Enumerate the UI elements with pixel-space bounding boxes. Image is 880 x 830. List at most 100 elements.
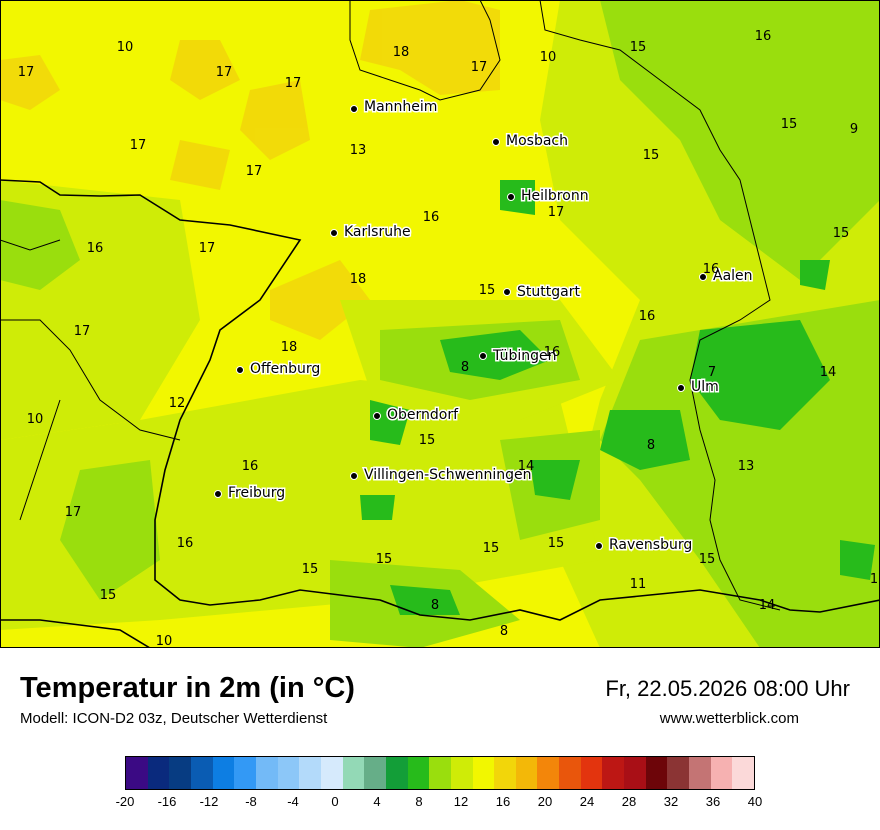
- city-label: Mannheim: [364, 99, 437, 115]
- city-label: Tübingen: [492, 348, 557, 364]
- temp-value: 17: [65, 505, 82, 520]
- temp-value: 16: [177, 536, 194, 551]
- city-label: Ulm: [691, 379, 719, 395]
- legend-swatch: [364, 757, 386, 789]
- legend-swatch: [190, 757, 213, 789]
- temp-value: 15: [548, 536, 565, 551]
- legend-tick-label: 12: [453, 794, 469, 809]
- temp-value: 17: [285, 76, 302, 91]
- temp-value: 12: [169, 396, 186, 411]
- state-borders: [0, 0, 781, 611]
- legend-swatch: [147, 757, 170, 789]
- temp-value: 16: [639, 309, 656, 324]
- legend-tick-label: 0: [331, 794, 339, 809]
- legend-swatch: [472, 757, 495, 789]
- city-marker: [214, 490, 222, 498]
- legend-tick-label: 8: [415, 794, 423, 809]
- legend-tick-label: 36: [705, 794, 721, 809]
- temp-value: 13: [350, 143, 367, 158]
- legend-swatch: [580, 757, 603, 789]
- temp-value: 17: [471, 60, 488, 75]
- legend-swatch: [689, 757, 711, 789]
- temp-value: 15: [833, 226, 850, 241]
- legend-swatch: [126, 757, 148, 789]
- legend-tick-label: -12: [199, 794, 219, 809]
- temp-value: 14: [759, 598, 776, 613]
- legend-tick-label: 40: [747, 794, 763, 809]
- city-label: Karlsruhe: [344, 224, 411, 240]
- temp-value: 10: [156, 634, 173, 648]
- temp-value: 10: [27, 412, 44, 427]
- legend-swatch: [407, 757, 430, 789]
- legend-swatch: [537, 757, 560, 789]
- legend-swatch: [602, 757, 625, 789]
- temp-value: 16: [423, 210, 440, 225]
- temperature-map-svg: Mannheim Mosbach Heilbronn Karlsruhe Stu…: [0, 0, 880, 649]
- city-marker: [373, 412, 381, 420]
- legend-swatch: [169, 757, 191, 789]
- temp-value: 10: [117, 40, 134, 55]
- temp-value: 18: [281, 340, 298, 355]
- city-label: Ravensburg: [609, 537, 692, 553]
- city-marker: [595, 542, 603, 550]
- temp-value: 15: [100, 588, 117, 603]
- city-label: Heilbronn: [521, 188, 589, 204]
- legend-swatch: [255, 757, 278, 789]
- legend-swatch: [234, 757, 256, 789]
- city-markers: [214, 105, 707, 550]
- website-link[interactable]: www.wetterblick.com: [659, 710, 799, 727]
- temp-value: 14: [518, 459, 535, 474]
- temp-value: 17: [548, 205, 565, 220]
- temp-value: 8: [647, 438, 655, 453]
- city-label: Stuttgart: [517, 284, 580, 300]
- legend-swatch: [385, 757, 408, 789]
- city-marker: [330, 229, 338, 237]
- temp-value: 11: [630, 577, 647, 592]
- temp-value: 17: [199, 241, 216, 256]
- temp-value: 15: [643, 148, 660, 163]
- legend-swatch: [494, 757, 516, 789]
- temp-value: 15: [376, 552, 393, 567]
- legend-ticks: -20 -16 -12 -8 -4 0 4 8 12 16 20 24 28 32 36 40: [0, 794, 880, 814]
- forecast-datetime: Fr, 22.05.2026 08:00 Uhr: [605, 676, 850, 701]
- city-marker: [350, 105, 358, 113]
- temp-value: 15: [781, 117, 798, 132]
- temp-value: 18: [393, 45, 410, 60]
- legend-tick-label: -8: [245, 794, 257, 809]
- legend-swatch: [450, 757, 473, 789]
- city-marker: [236, 366, 244, 374]
- city-label: Offenburg: [250, 361, 320, 377]
- model-subtitle: Modell: ICON-D2 03z, Deutscher Wetterdie…: [20, 710, 328, 727]
- legend-swatch: [429, 757, 451, 789]
- legend-tick-label: 28: [621, 794, 637, 809]
- legend-tick-label: -4: [287, 794, 299, 809]
- temp-value: 15: [699, 552, 716, 567]
- legend-tick-label: 4: [373, 794, 381, 809]
- temp-value: 15: [419, 433, 436, 448]
- city-marker: [492, 138, 500, 146]
- temp-value: 15: [483, 541, 500, 556]
- temp-value: 8: [431, 598, 439, 613]
- city-marker: [350, 472, 358, 480]
- legend-swatch: [667, 757, 690, 789]
- temp-value: 17: [246, 164, 263, 179]
- temp-value: 15: [479, 283, 496, 298]
- legend-swatch: [299, 757, 321, 789]
- legend-tick-label: 16: [495, 794, 511, 809]
- city-labels: Mannheim Mosbach Heilbronn Karlsruhe Stu…: [227, 98, 755, 555]
- legend-swatch: [732, 757, 755, 789]
- temp-value: 17: [18, 65, 35, 80]
- city-label: Oberndorf: [387, 407, 459, 423]
- city-marker: [479, 352, 487, 360]
- temperature-values: 10 18 17 10 15 16 17 17 17 15 9 17 13 15…: [18, 29, 878, 649]
- temp-value: 17: [216, 65, 233, 80]
- city-label: Mosbach: [506, 133, 568, 149]
- city-marker: [503, 288, 511, 296]
- legend-tick-label: 24: [579, 794, 595, 809]
- temp-value: 16: [755, 29, 772, 44]
- legend-swatch: [212, 757, 235, 789]
- city-label: Aalen: [713, 268, 753, 284]
- legend-tick-label: -20: [115, 794, 135, 809]
- map-title: Temperatur in 2m (in °C): [20, 672, 355, 704]
- temp-value: 8: [461, 360, 469, 375]
